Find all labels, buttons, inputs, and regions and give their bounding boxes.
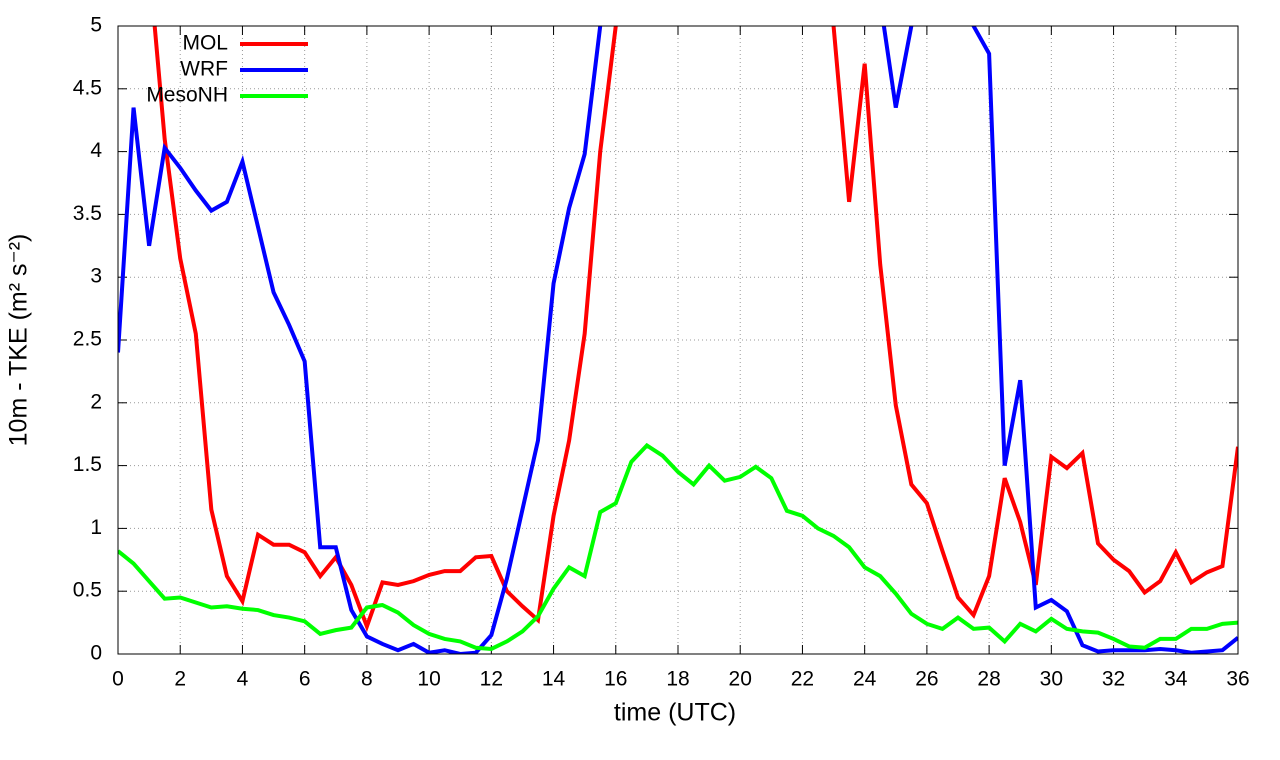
x-tick-label: 14 [542,668,566,691]
x-tick-label: 30 [1040,668,1063,691]
x-tick-label: 16 [604,668,627,691]
x-tick-label: 18 [666,668,689,691]
x-tick-label: 22 [791,668,814,691]
x-tick-label: 2 [174,668,186,691]
y-tick-label: 5 [90,14,102,37]
y-tick-label: 2 [90,390,102,413]
plot-area [118,26,1238,654]
legend-label: MesoNH [146,84,228,107]
y-tick-label: 4.5 [73,76,102,99]
x-tick-label: 32 [1102,668,1125,691]
x-tick-label: 36 [1226,668,1249,691]
x-tick-label: 26 [915,668,938,691]
x-tick-label: 0 [112,668,124,691]
data-line [152,26,1238,633]
data-line [118,442,1238,652]
x-tick-label: 12 [480,668,503,691]
legend-label: WRF [180,58,228,81]
x-tick-label: 20 [729,668,752,691]
x-tick-label: 6 [299,668,311,691]
data-line [118,26,1238,654]
x-tick-label: 8 [361,668,373,691]
y-tick-label: 3 [90,265,102,288]
y-tick-label: 0 [90,642,102,665]
y-tick-label: 4 [90,139,102,162]
x-tick-label: 24 [853,668,877,691]
x-tick-label: 28 [977,668,1000,691]
x-axis-label: time (UTC) [614,699,736,727]
plot-border [117,25,1239,655]
y-axis-label: 10m - TKE (m² s⁻²) [5,234,33,447]
y-tick-label: 3.5 [73,202,102,225]
x-tick-label: 34 [1164,668,1188,691]
legend-label: MOL [182,32,228,55]
y-tick-label: 2.5 [73,328,102,351]
x-tick-label: 4 [237,668,249,691]
y-tick-label: 0.5 [73,579,102,602]
y-tick-label: 1 [90,516,102,539]
y-tick-label: 1.5 [73,453,102,476]
x-tick-label: 10 [417,668,440,691]
